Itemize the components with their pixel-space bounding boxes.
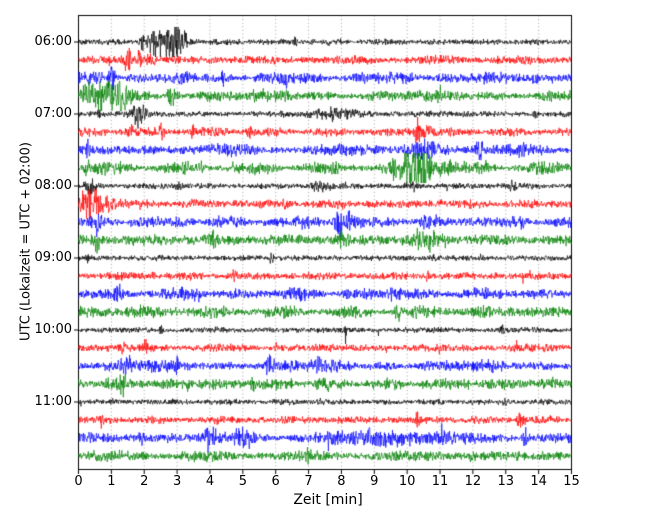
x-axis-label: Zeit [min]	[293, 492, 363, 508]
x-tick-label: 2	[140, 474, 149, 489]
x-tick-label: 8	[337, 474, 346, 489]
x-tick-label: 14	[530, 474, 547, 489]
x-tick-label: 10	[398, 474, 416, 489]
x-tick-label: 9	[370, 474, 379, 489]
x-tick-label: 0	[74, 474, 83, 489]
x-tick-label: 6	[271, 474, 280, 489]
y-tick-label: 06:00	[34, 34, 72, 49]
x-tick-label: 3	[172, 474, 182, 489]
x-tick-label: 11	[431, 474, 449, 489]
x-tick-label: 4	[205, 474, 215, 489]
x-tick-label: 1	[107, 474, 116, 489]
y-tick-label: 07:00	[34, 106, 72, 121]
x-tick-label: 7	[304, 474, 313, 489]
x-tick-label: 13	[497, 474, 515, 489]
x-tick-label: 5	[238, 474, 247, 489]
y-tick-label: 10:00	[34, 322, 72, 337]
x-tick-label: 15	[563, 474, 580, 489]
y-tick-label: 08:00	[34, 178, 72, 193]
x-tick-label: 12	[464, 474, 482, 489]
y-tick-label: 09:00	[34, 250, 72, 265]
y-tick-label: 11:00	[34, 394, 72, 409]
